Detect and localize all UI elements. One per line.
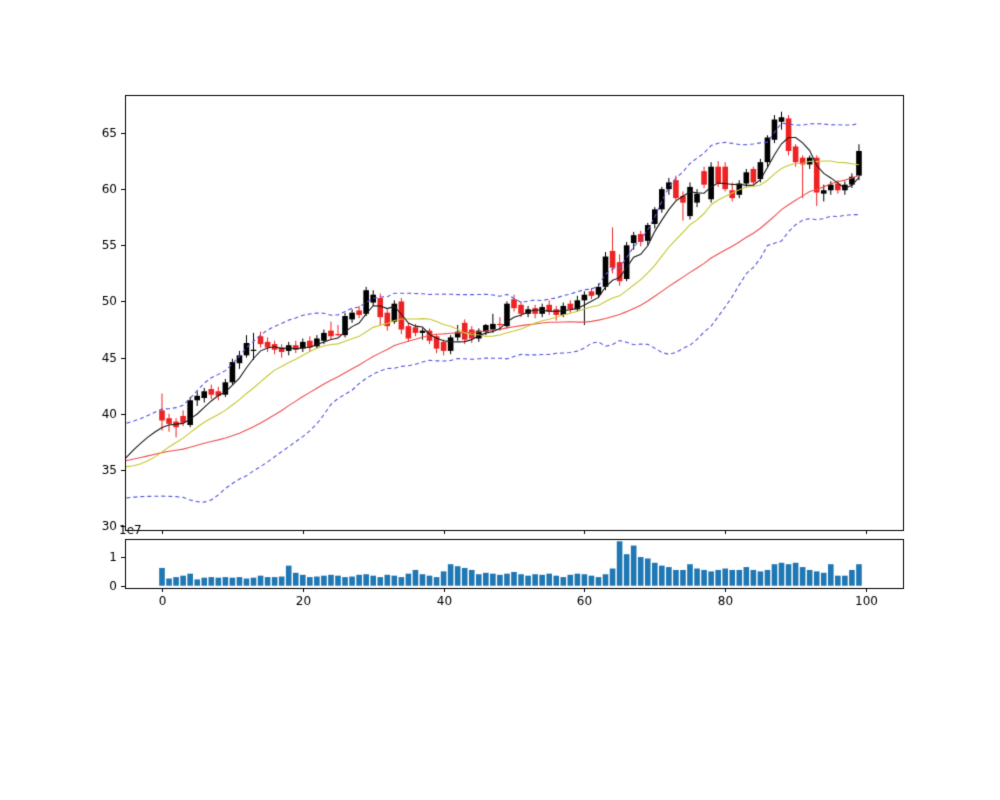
kline-volume-chart-canvas [0, 0, 1000, 800]
stock-chart-page: 工程机械 恒立液压 601100 流通8.82亿股 [0, 0, 1000, 800]
